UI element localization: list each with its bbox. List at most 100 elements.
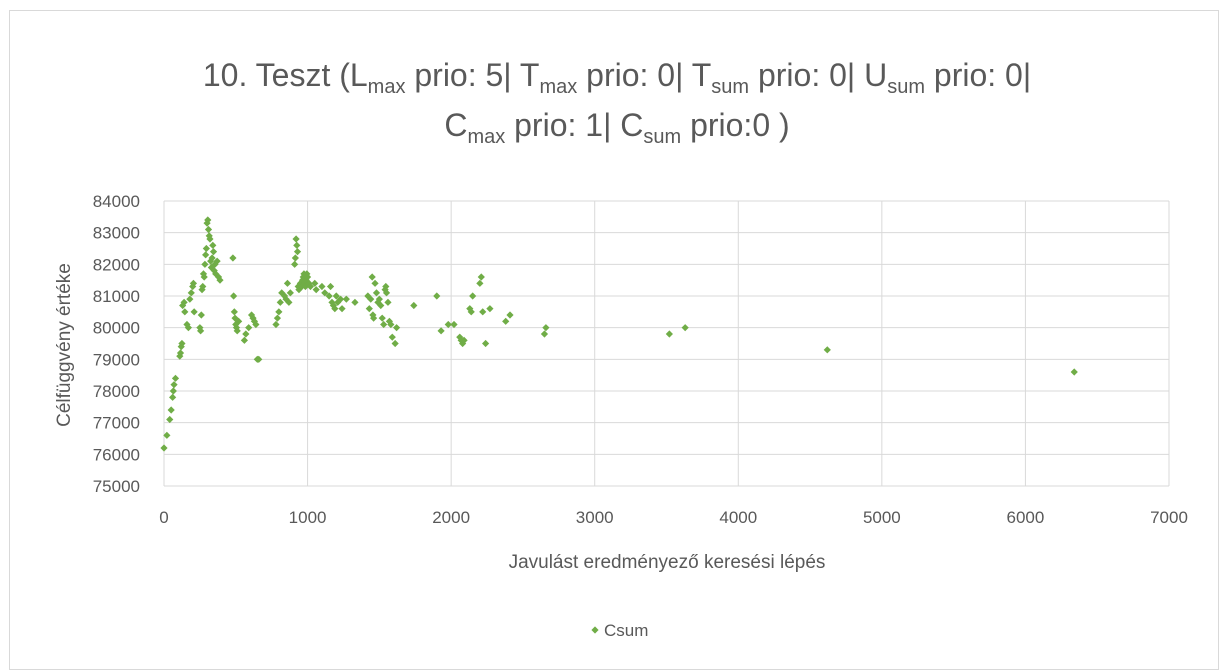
data-point: [213, 257, 221, 265]
chart-title-line-1: 10. Teszt (Lmax prio: 5| Tmax prio: 0| T…: [203, 57, 1031, 98]
data-point: [823, 346, 831, 354]
legend-label-csum: Csum: [604, 621, 648, 640]
title-line-1-segment-4: prio: 0| T: [577, 57, 711, 93]
data-point: [370, 314, 378, 322]
data-point: [255, 355, 263, 363]
y-tick-label: 78000: [93, 382, 140, 401]
data-point: [204, 225, 213, 234]
data-point: [365, 305, 373, 313]
data-point: [665, 330, 673, 338]
data-point: [200, 273, 208, 281]
data-point: [187, 289, 195, 297]
chart-title-line-2: Cmax prio: 1| Csum prio:0 ): [444, 107, 789, 148]
data-point: [291, 260, 299, 268]
data-point: [384, 298, 392, 306]
data-point: [332, 292, 340, 300]
data-point: [199, 282, 207, 291]
x-tick-label: 1000: [289, 508, 327, 527]
data-point: [292, 235, 300, 243]
data-point: [296, 279, 304, 287]
data-point: [388, 333, 396, 341]
data-point: [385, 317, 394, 325]
data-point: [166, 415, 174, 424]
data-point: [232, 324, 241, 332]
title-line-1-segment-5: sum: [711, 76, 749, 98]
data-point: [286, 289, 294, 297]
data-point: [382, 289, 391, 297]
data-point: [336, 295, 345, 303]
data-point: [190, 308, 198, 316]
data-point: [235, 317, 243, 325]
y-tick-label: 83000: [93, 224, 140, 243]
y-tick-label: 80000: [93, 319, 140, 338]
title-line-2-segment-1: max: [467, 126, 505, 148]
data-point: [293, 248, 302, 256]
y-axis-tick-labels: 75000 76000 77000 78000 79000 80000 81000 82000…: [93, 192, 140, 496]
data-point: [467, 308, 475, 316]
data-point: [303, 273, 312, 281]
data-point: [437, 327, 445, 335]
data-point: [249, 314, 257, 322]
data-point: [170, 381, 178, 389]
y-tick-label: 76000: [93, 445, 140, 464]
data-point: [477, 273, 485, 281]
chart-area: [9, 10, 1219, 670]
data-point: [160, 444, 168, 452]
series-csum-points: [160, 216, 1078, 452]
data-point: [293, 241, 301, 249]
data-point: [169, 393, 177, 401]
data-point: [368, 273, 376, 281]
title-line-1-segment-7: sum: [887, 76, 925, 98]
data-point: [378, 314, 386, 322]
data-point: [306, 282, 315, 291]
data-point: [230, 292, 238, 300]
y-tick-label: 75000: [93, 477, 140, 496]
x-axis-title: Javulást eredményező keresési lépés: [509, 552, 826, 573]
data-point: [240, 336, 248, 344]
data-point: [338, 305, 346, 313]
data-point: [201, 260, 209, 268]
title-line-2-segment-0: C: [444, 107, 467, 143]
data-point: [372, 289, 381, 297]
x-tick-label: 2000: [432, 508, 470, 527]
data-point: [391, 339, 399, 348]
title-line-1-segment-6: prio: 0| U: [749, 57, 887, 93]
x-axis-tick-labels: 0 1000 2000 3000 4000 5000 6000 7000: [159, 508, 1188, 527]
data-point: [283, 279, 292, 287]
x-tick-label: 0: [159, 508, 168, 527]
data-point: [325, 292, 333, 300]
data-point: [312, 286, 320, 294]
data-point: [272, 320, 280, 329]
data-point: [506, 311, 514, 319]
data-point: [377, 301, 385, 310]
data-point: [450, 320, 458, 329]
title-line-1-segment-0: 10. Teszt (L: [203, 57, 368, 93]
data-point: [275, 308, 283, 316]
data-point: [189, 279, 198, 287]
y-tick-label: 82000: [93, 255, 140, 274]
data-point: [186, 295, 194, 303]
chart-title: 10. Teszt (Lmax prio: 5| Tmax prio: 0| T…: [203, 57, 1031, 148]
data-point: [202, 251, 210, 259]
data-point: [285, 298, 293, 306]
data-point: [184, 324, 193, 332]
data-point: [197, 311, 205, 319]
data-point: [197, 327, 205, 335]
data-point: [476, 279, 484, 287]
data-point: [230, 308, 238, 316]
data-point: [681, 324, 689, 332]
data-point: [180, 298, 188, 306]
data-point: [242, 330, 250, 338]
data-point: [169, 387, 177, 395]
y-tick-label: 84000: [93, 192, 140, 211]
data-point: [176, 349, 185, 357]
data-point: [171, 374, 180, 382]
data-point: [211, 260, 219, 268]
title-line-2-segment-4: prio:0 ): [681, 107, 789, 143]
data-point: [210, 267, 218, 275]
title-line-2-segment-2: prio: 1| C: [505, 107, 643, 143]
data-point: [540, 330, 549, 338]
data-point: [331, 305, 339, 313]
y-tick-label: 77000: [93, 414, 140, 433]
